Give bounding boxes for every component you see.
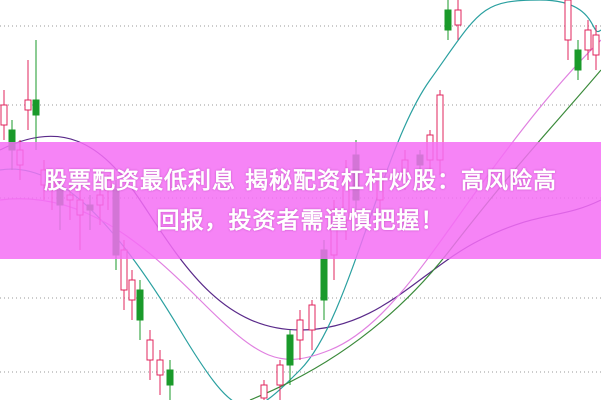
candle [24, 60, 32, 130]
candle-body [156, 359, 164, 376]
candle [584, 20, 592, 60]
candle [574, 40, 582, 80]
candle [276, 360, 284, 400]
candle-body [128, 279, 136, 301]
candle [136, 280, 144, 340]
headline-line-1: 股票配资最低利息 揭秘配资杠杆炒股：高风险高 [43, 167, 557, 194]
candle [128, 270, 136, 320]
candle-body [564, 0, 572, 41]
candle [308, 300, 316, 350]
candle-body [24, 99, 32, 111]
candle-body [166, 369, 174, 386]
candle [286, 330, 294, 385]
candle-body [32, 99, 40, 116]
candle-body [0, 104, 8, 126]
candle [32, 40, 40, 150]
candle [166, 360, 174, 400]
headline-banner: 股票配资最低利息 揭秘配资杠杆炒股：高风险高 回报，投资者需谨慎把握！ [0, 142, 601, 259]
candle-body [444, 9, 452, 31]
candle [146, 330, 154, 380]
candle-body [146, 339, 154, 361]
candle [444, 0, 452, 40]
candle-body [276, 364, 284, 386]
candle [260, 380, 268, 400]
candle [454, 0, 462, 40]
headline-line-2: 回报，投资者需谨慎把握！ [156, 207, 445, 234]
candle-body [260, 384, 268, 399]
candle [156, 350, 164, 395]
candle-body [136, 289, 144, 321]
candle-body [574, 49, 582, 71]
candle-body [584, 29, 592, 51]
candle [592, 25, 600, 70]
candle-body [296, 319, 304, 341]
candle-body [592, 34, 600, 56]
candle [564, 0, 572, 60]
candle-body [308, 304, 316, 331]
candle-body [454, 9, 462, 26]
candle [296, 310, 304, 360]
candle [0, 90, 8, 140]
candle-body [286, 334, 294, 366]
